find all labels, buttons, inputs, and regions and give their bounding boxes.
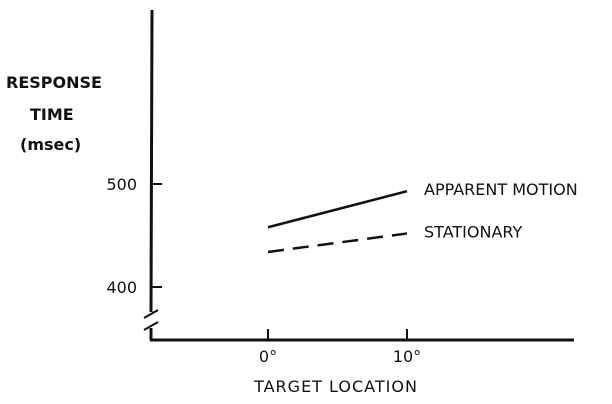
series-label: STATIONARY: [424, 222, 522, 241]
x-axis-label: TARGET LOCATION: [253, 377, 418, 396]
y-tick-label: 400: [106, 278, 137, 297]
series-label: APPARENT MOTION: [424, 180, 578, 199]
y-axis-upper: [149, 9, 154, 313]
y-axis-label-line2: TIME: [30, 105, 74, 124]
x-tick-label: 10°: [393, 347, 421, 366]
y-axis-break-mark-1: [143, 309, 159, 319]
y-axis-break-mark-2: [143, 321, 159, 331]
series-line-0: [267, 190, 408, 229]
y-tick-label: 500: [106, 175, 137, 194]
y-axis-label-line3: (msec): [20, 135, 81, 154]
x-tick-label: 0°: [259, 347, 277, 366]
y-axis-label-line1: RESPONSE: [6, 73, 102, 92]
series-line-1: [267, 232, 408, 254]
